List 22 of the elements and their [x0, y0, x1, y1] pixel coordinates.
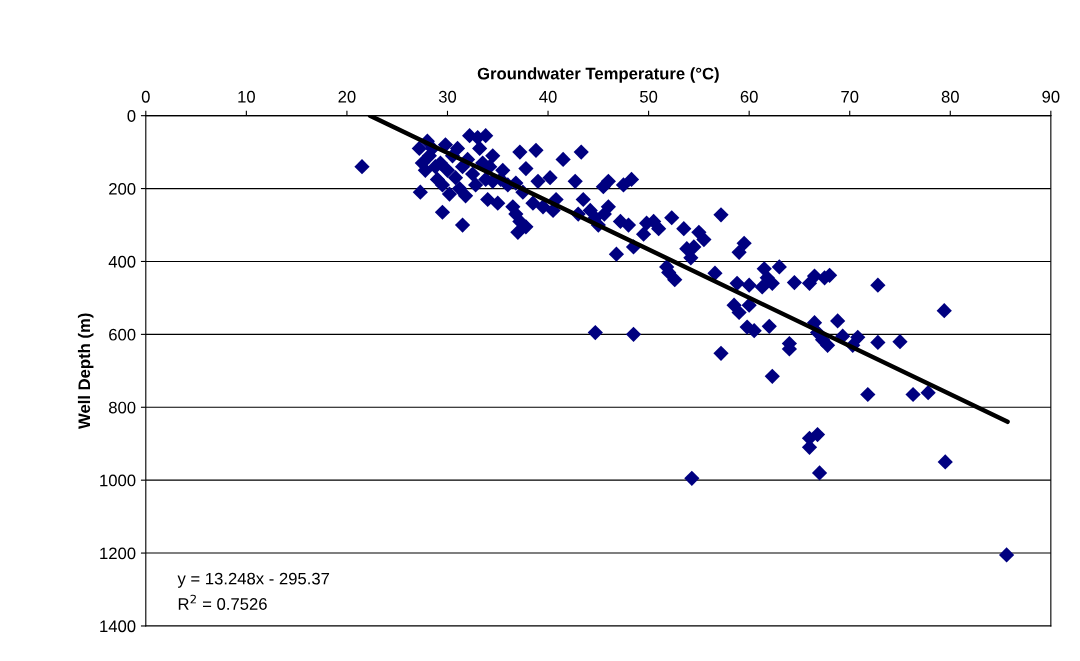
- y-tick-label: 200: [109, 182, 136, 195]
- y-tick-label: 600: [109, 328, 136, 341]
- x-tick-label: 70: [841, 90, 859, 103]
- annotation: R$^{2}$ = 0.7526: [178, 594, 267, 610]
- x-tick-label: 40: [539, 90, 557, 103]
- x-tick-label: 50: [640, 90, 658, 103]
- y-tick-label: 1400: [100, 620, 136, 633]
- x-tick-label: 30: [438, 90, 457, 103]
- x-axis-title: Groundwater Temperature (°C): [477, 67, 719, 83]
- y-tick-label: 1200: [100, 547, 136, 560]
- y-tick-label: 800: [109, 401, 136, 414]
- x-tick-label: 90: [1042, 90, 1060, 103]
- y-tick-label: 400: [108, 255, 136, 268]
- x-tick-label: 10: [238, 90, 255, 103]
- y-tick-label: 0: [127, 110, 136, 122]
- x-tick-label: 60: [740, 90, 758, 103]
- y-tick-label: 1000: [100, 474, 136, 487]
- x-tick-label: 0: [141, 90, 150, 103]
- x-tick-label: 80: [941, 90, 959, 103]
- annotation: y = 13.248x - 295.37: [177, 572, 330, 588]
- x-tick-label: 20: [338, 90, 356, 103]
- y-axis-title: Well Depth (m): [77, 313, 94, 429]
